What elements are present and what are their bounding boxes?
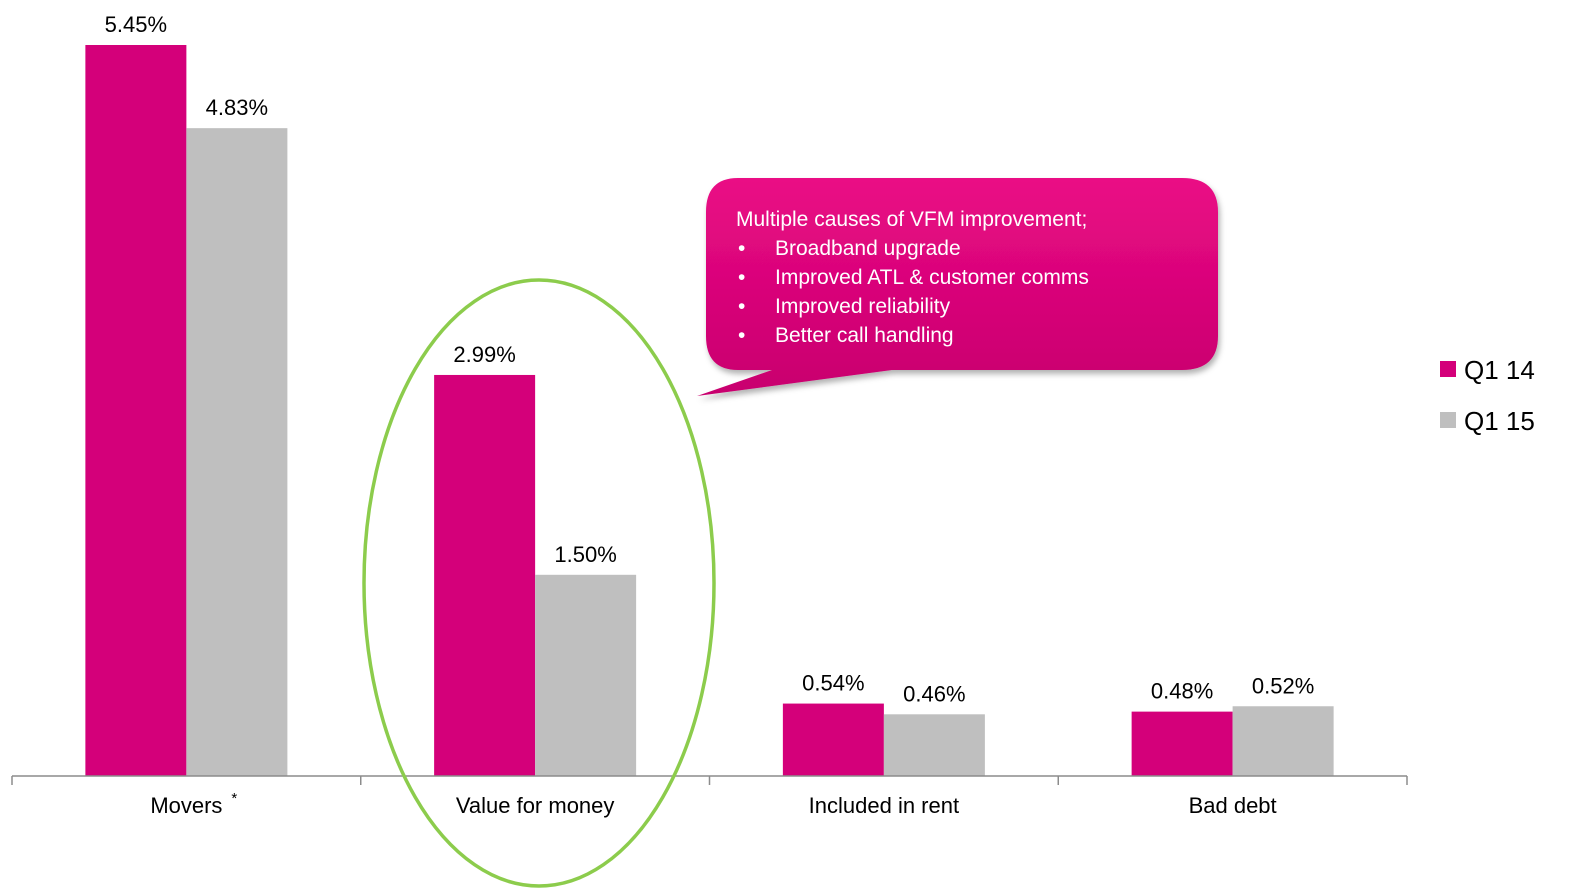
callout-bullet-1: • xyxy=(738,237,745,260)
value-label-bad-debt-q1-14: 0.48% xyxy=(1151,679,1213,704)
category-labels: Movers * Value for money Included in rent Ba… xyxy=(150,790,1276,818)
legend-swatch-q1-14 xyxy=(1440,361,1456,377)
callout-bullet-2: • xyxy=(738,266,745,289)
x-axis-ticks xyxy=(11,776,1408,785)
value-label-bad-debt-q1-15: 0.52% xyxy=(1252,673,1314,698)
bar-included-in-rent-q1-15 xyxy=(883,714,985,776)
highlight-ellipse xyxy=(362,278,716,888)
callout-bullet-3: • xyxy=(738,295,745,318)
callout-heading: Multiple causes of VFM improvement; xyxy=(736,208,1087,231)
bar-movers-q1-15 xyxy=(186,128,288,776)
bar-movers-q1-14 xyxy=(85,45,187,776)
callout-item-3: Improved reliability xyxy=(775,295,951,318)
category-label-included-in-rent: Included in rent xyxy=(809,793,959,818)
callout-bubble xyxy=(697,178,1218,396)
bar-bad-debt-q1-15 xyxy=(1232,706,1334,776)
category-label-value-for-money: Value for money xyxy=(456,793,615,818)
category-label-movers: Movers xyxy=(150,793,222,818)
value-label-movers-q1-15: 4.83% xyxy=(206,95,268,120)
callout-text: Multiple causes of VFM improvement; • Br… xyxy=(736,208,1089,347)
callout-bullet-4: • xyxy=(738,324,745,347)
legend-label-q1-14: Q1 14 xyxy=(1464,355,1535,385)
value-label-movers-q1-14: 5.45% xyxy=(105,12,167,37)
bar-included-in-rent-q1-14 xyxy=(782,703,884,776)
legend-label-q1-15: Q1 15 xyxy=(1464,406,1535,436)
value-label-value-for-money-q1-15: 1.50% xyxy=(554,542,616,567)
callout-item-2: Improved ATL & customer comms xyxy=(775,266,1089,289)
value-label-value-for-money-q1-14: 2.99% xyxy=(453,342,515,367)
bar-bad-debt-q1-14 xyxy=(1131,711,1233,776)
bar-value-for-money-q1-15 xyxy=(535,574,637,776)
category-label-bad-debt: Bad debt xyxy=(1189,793,1277,818)
category-footnote-mark: * xyxy=(231,790,237,807)
x-axis xyxy=(11,775,1408,785)
callout xyxy=(697,178,1218,396)
legend-swatch-q1-15 xyxy=(1440,412,1456,428)
value-label-included-in-rent-q1-15: 0.46% xyxy=(903,681,965,706)
legend: Q1 14 Q1 15 xyxy=(1440,355,1535,436)
value-label-included-in-rent-q1-14: 0.54% xyxy=(802,671,864,696)
bar-value-for-money-q1-14 xyxy=(434,374,536,776)
callout-item-4: Better call handling xyxy=(775,324,954,347)
callout-item-1: Broadband upgrade xyxy=(775,237,961,260)
value-labels-layer: 5.45% 4.83% 2.99% 1.50% 0.54% 0.46% 0.48% 0.52% xyxy=(105,12,1315,706)
bars-layer xyxy=(85,45,1334,776)
